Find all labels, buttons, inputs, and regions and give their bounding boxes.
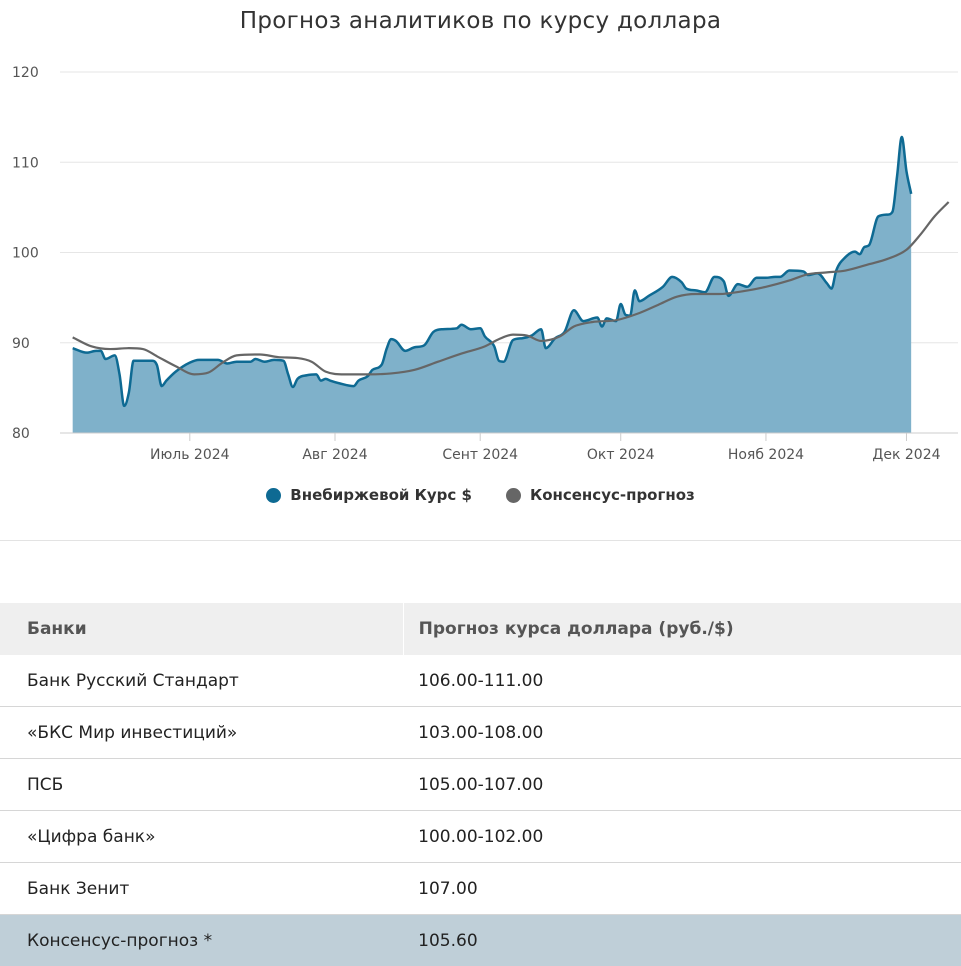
forecast-value-cell: 103.00-108.00 xyxy=(403,707,961,759)
y-tick-label: 80 xyxy=(12,426,30,442)
series-layer xyxy=(73,137,949,433)
y-tick-label: 120 xyxy=(12,65,39,81)
forecast-value-cell: 105.60 xyxy=(403,915,961,966)
x-tick-label: Авг 2024 xyxy=(302,447,367,463)
forecast-value-cell: 105.00-107.00 xyxy=(403,759,961,811)
legend-item-rate[interactable]: Внебиржевой Курс $ xyxy=(266,486,472,504)
legend-label-consensus: Консенсус-прогноз xyxy=(530,486,695,504)
bank-forecast-table: Банки Прогноз курса доллара (руб./$) Бан… xyxy=(0,603,961,966)
legend: Внебиржевой Курс $ Консенсус-прогноз xyxy=(0,486,961,504)
legend-label-rate: Внебиржевой Курс $ xyxy=(290,486,472,504)
x-tick-label: Окт 2024 xyxy=(587,447,655,463)
bank-name-cell: Консенсус-прогноз * xyxy=(0,915,403,966)
forecast-value-cell: 100.00-102.00 xyxy=(403,811,961,863)
x-tick-label: Июль 2024 xyxy=(150,447,230,463)
table-header-row: Банки Прогноз курса доллара (руб./$) xyxy=(0,603,961,655)
bank-name-cell: «БКС Мир инвестиций» xyxy=(0,707,403,759)
y-tick-label: 110 xyxy=(12,155,39,171)
y-tick-label: 100 xyxy=(12,246,39,262)
column-header-forecast: Прогноз курса доллара (руб./$) xyxy=(403,603,961,655)
table-row: Банк Русский Стандарт 106.00-111.00 xyxy=(0,655,961,707)
legend-marker-consensus xyxy=(506,488,521,503)
chart-plot: 80 90 100 110 120 Июль 2024 Авг 2024 Сент 2024… xyxy=(0,0,961,480)
table-row: ПСБ 105.00-107.00 xyxy=(0,759,961,811)
y-axis-ticks: 80 90 100 110 120 xyxy=(12,65,39,442)
x-tick-label: Нояб 2024 xyxy=(728,447,804,463)
x-tick-label: Сент 2024 xyxy=(442,447,518,463)
legend-item-consensus[interactable]: Консенсус-прогноз xyxy=(506,486,695,504)
section-divider xyxy=(0,540,961,541)
bank-name-cell: Банк Зенит xyxy=(0,863,403,915)
x-tick-label: Дек 2024 xyxy=(872,447,940,463)
column-header-banks: Банки xyxy=(0,603,403,655)
table-row: «БКС Мир инвестиций» 103.00-108.00 xyxy=(0,707,961,759)
y-tick-label: 90 xyxy=(12,336,30,352)
forecast-value-cell: 107.00 xyxy=(403,863,961,915)
bank-name-cell: Банк Русский Стандарт xyxy=(0,655,403,707)
legend-marker-rate xyxy=(266,488,281,503)
bank-name-cell: «Цифра банк» xyxy=(0,811,403,863)
table-row-consensus: Консенсус-прогноз * 105.60 xyxy=(0,915,961,966)
table-row: Банк Зенит 107.00 xyxy=(0,863,961,915)
series-area-fill xyxy=(73,137,911,433)
x-axis: Июль 2024 Авг 2024 Сент 2024 Окт 2024 Нояб 2… xyxy=(60,433,958,463)
forecast-value-cell: 106.00-111.00 xyxy=(403,655,961,707)
table-row: «Цифра банк» 100.00-102.00 xyxy=(0,811,961,863)
bank-name-cell: ПСБ xyxy=(0,759,403,811)
